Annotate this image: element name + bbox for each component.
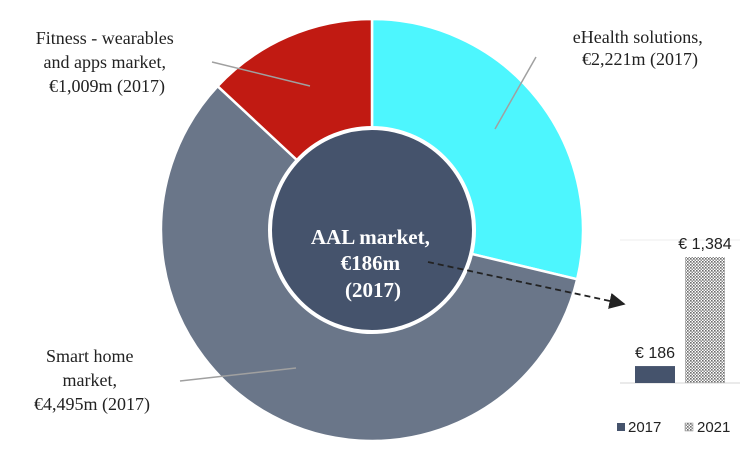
legend-swatch-2017 (617, 423, 625, 431)
center-label-line: €186m (341, 251, 401, 275)
bar-2017 (635, 366, 675, 383)
leader-line-smart-home (179, 367, 297, 382)
label-fitness: Fitness - wearables and apps market, €1,… (36, 28, 178, 97)
label-fitness-line: and apps market, (44, 52, 166, 72)
center-label: AAL market, €186m (2017) (311, 225, 435, 302)
legend-label-2021: 2021 (697, 419, 730, 436)
bar-value-label-2017: € 186 (635, 345, 675, 362)
donut-center (268, 126, 476, 334)
label-ehealth-line: eHealth solutions, (573, 27, 703, 47)
label-ehealth-line: €2,221m (2017) (582, 49, 698, 70)
bar-chart: € 186 € 1,384 2017 2021 (617, 236, 740, 436)
label-fitness-line: €1,009m (2017) (49, 76, 165, 97)
label-smart-home-line: €4,495m (2017) (34, 394, 150, 415)
bar-2021 (685, 257, 725, 383)
label-smart-home: Smart home market, €4,495m (2017) (34, 346, 150, 415)
leader-line-fitness (211, 61, 311, 87)
bar-value-label-2021: € 1,384 (678, 236, 731, 253)
center-label-line: (2017) (345, 278, 401, 302)
label-smart-home-line: market, (63, 370, 117, 390)
center-label-line: AAL market, (311, 225, 430, 249)
legend-swatch-2021 (684, 422, 694, 432)
leader-line-ehealth (494, 56, 537, 130)
label-smart-home-line: Smart home (46, 346, 134, 366)
legend-label-2017: 2017 (628, 419, 661, 436)
label-fitness-line: Fitness - wearables (36, 28, 174, 48)
dashed-arrow (427, 261, 626, 309)
label-ehealth: eHealth solutions, €2,221m (2017) (573, 27, 707, 70)
